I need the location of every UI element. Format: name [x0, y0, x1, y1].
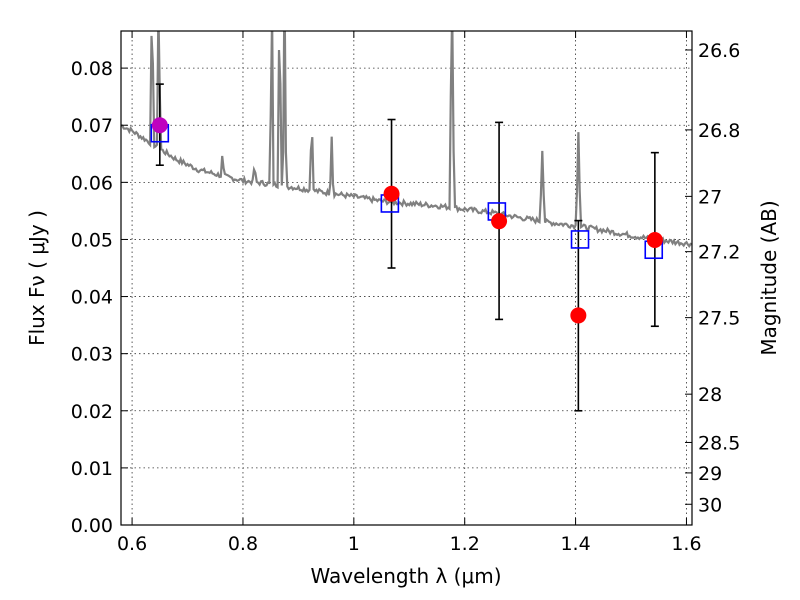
y-tick-label: 0.03: [71, 344, 113, 366]
x-tick-label: 1: [348, 533, 360, 555]
observed-point: [570, 307, 587, 324]
y-tick-label: 0.07: [71, 115, 113, 137]
observed-point: [383, 185, 400, 202]
plot-area: [121, 31, 692, 412]
mag-tick-label: 26.6: [698, 40, 740, 62]
mag-tick-label: 27.2: [698, 242, 740, 264]
spectrum-line: [121, 31, 692, 248]
observed-flux-points: [151, 117, 663, 324]
mag-tick-label: 27.5: [698, 308, 740, 330]
model-photometry-points: [150, 123, 664, 260]
x-tick-label: 1.4: [560, 533, 590, 555]
y-tick-label: 0.02: [71, 401, 113, 423]
mag-tick-label: 30: [698, 494, 722, 516]
mag-tick-label: 29: [698, 463, 722, 485]
x-tick-label: 1.6: [671, 533, 701, 555]
y-tick-label: 0.01: [71, 458, 113, 480]
mag-tick-label: 28.5: [698, 432, 740, 454]
model-point: [570, 230, 590, 249]
ticks-layer: 0.6 0.8 1 1.2 1.4 1.6 0.00 0.01 0.02 0.03 0.04 0.05…: [71, 31, 740, 555]
x-axis-label: Wavelength λ (μm): [310, 564, 501, 588]
mag-tick-label: 26.8: [698, 120, 740, 142]
mag-tick-label: 27: [698, 186, 722, 208]
y-axis-right-label: Magnitude (AB): [757, 200, 781, 355]
x-tick-label: 0.8: [228, 533, 258, 555]
y-tick-label: 0.05: [71, 229, 113, 251]
x-tick-label: 1.2: [450, 533, 480, 555]
y-axis-label: Flux Fν ( μJy ): [25, 210, 49, 346]
y-tick-label: 0.08: [71, 58, 113, 80]
grid-layer: [121, 31, 692, 526]
x-tick-label: 0.6: [117, 533, 147, 555]
observed-point: [151, 117, 168, 134]
mag-tick-label: 28: [698, 384, 722, 406]
plot-frame: [120, 30, 693, 526]
y-tick-label: 0.06: [71, 172, 113, 194]
y-tick-label: 0.00: [71, 515, 113, 537]
y-tick-label: 0.04: [71, 287, 113, 309]
observed-point: [646, 232, 663, 249]
observed-point: [491, 213, 508, 230]
